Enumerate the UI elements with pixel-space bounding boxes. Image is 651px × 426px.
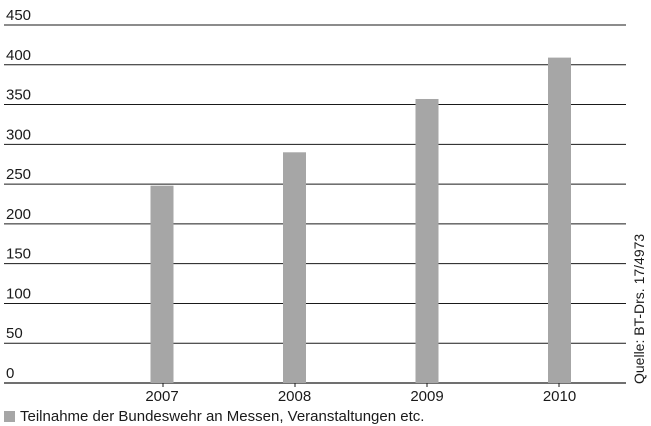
x-category-label-2010: 2010 [543,388,576,405]
source-note: Quelle: BT-Drs. 17/4973 [631,234,647,384]
x-axis-category-labels: 2007 2008 2009 2010 [145,388,576,405]
bars [150,57,571,384]
y-tick-label-200: 200 [6,206,31,223]
y-tick-label-50: 50 [6,325,23,342]
y-tick-label-250: 250 [6,166,31,183]
x-axis-ticks [162,383,560,387]
y-tick-label-400: 400 [6,47,31,64]
y-tick-label-150: 150 [6,246,31,263]
bar-2007 [150,185,174,383]
y-tick-label-350: 350 [6,87,31,104]
legend-swatch [4,410,15,422]
x-category-label-2007: 2007 [145,388,178,405]
bar-2010 [548,57,571,384]
y-axis-tick-labels: 0 50 100 150 200 250 300 350 400 450 [6,7,31,382]
y-tick-label-0: 0 [6,365,14,382]
legend: Teilnahme der Bundeswehr an Messen, Vera… [4,407,424,425]
bar-2009 [415,98,439,383]
y-tick-label-300: 300 [6,126,31,143]
y-tick-label-100: 100 [6,285,31,302]
y-tick-label-450: 450 [6,7,31,24]
bar-2008 [283,152,306,383]
gridlines [4,24,626,384]
x-category-label-2008: 2008 [278,388,311,405]
legend-label: Teilnahme der Bundeswehr an Messen, Vera… [20,407,425,425]
x-category-label-2009: 2009 [410,388,443,405]
